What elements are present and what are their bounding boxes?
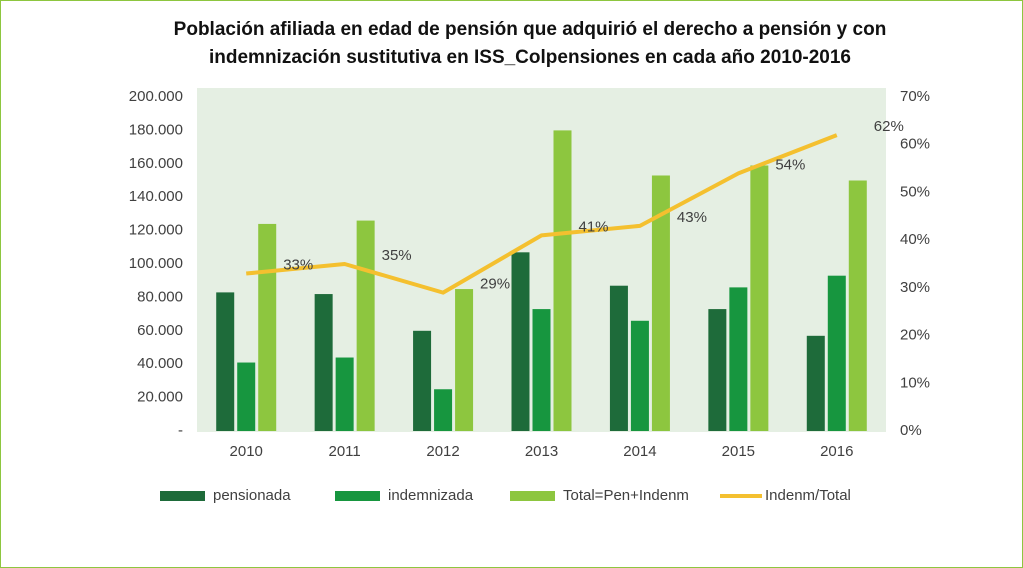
legend-swatch	[510, 491, 555, 501]
y2-tick-label: 20%	[900, 327, 930, 344]
bar	[413, 330, 432, 431]
bar	[848, 180, 867, 431]
y2-tick-label: 60%	[900, 136, 930, 153]
legend-label: indemnizada	[388, 487, 474, 504]
y-tick-label: 120.000	[129, 222, 183, 239]
bar	[216, 292, 235, 431]
bar	[553, 130, 572, 431]
y-tick-label: 140.000	[129, 188, 183, 205]
x-tick-label: 2015	[722, 443, 755, 460]
x-tick-label: 2012	[426, 443, 459, 460]
y2-tick-label: 0%	[900, 422, 922, 439]
x-tick-label: 2016	[820, 443, 853, 460]
y2-tick-label: 40%	[900, 231, 930, 248]
bar	[434, 389, 453, 431]
y2-tick-label: 70%	[900, 88, 930, 105]
bar	[609, 285, 628, 431]
y-tick-label: 60.000	[137, 322, 183, 339]
bar	[455, 289, 474, 431]
y-tick-label: 160.000	[129, 155, 183, 172]
y-tick-label: -	[178, 422, 183, 439]
line	[246, 133, 838, 295]
legend-label: Total=Pen+Indenm	[563, 487, 689, 504]
legend-swatch	[160, 491, 205, 501]
bar	[708, 309, 727, 431]
data-label: 54%	[775, 156, 805, 173]
data-label: 29%	[480, 276, 510, 293]
y-tick-label: 180.000	[129, 121, 183, 138]
legend-label: Indenm/Total	[765, 487, 851, 504]
y-tick-label: 40.000	[137, 355, 183, 372]
y2-tick-label: 30%	[900, 279, 930, 296]
legend-label: pensionada	[213, 487, 291, 504]
data-label: 62%	[874, 118, 904, 135]
bar	[651, 175, 670, 431]
x-tick-label: 2013	[525, 443, 558, 460]
y2-tick-label: 50%	[900, 183, 930, 200]
x-tick-label: 2014	[623, 443, 656, 460]
data-label: 35%	[382, 247, 412, 264]
bar	[237, 362, 256, 431]
bar	[630, 320, 649, 431]
y-tick-label: 100.000	[129, 255, 183, 272]
bar	[356, 220, 375, 431]
bar	[314, 294, 333, 431]
data-label: 43%	[677, 209, 707, 226]
y-tick-label: 80.000	[137, 288, 183, 305]
x-tick-label: 2010	[230, 443, 263, 460]
bar	[827, 275, 846, 431]
bar	[258, 223, 277, 431]
chart-title: Población afiliada en edad de pensión qu…	[174, 19, 887, 40]
y2-tick-label: 10%	[900, 374, 930, 391]
chart-title: indemnización sustitutiva en ISS_Colpens…	[209, 47, 851, 68]
data-label: 33%	[283, 257, 313, 274]
bar	[532, 309, 551, 431]
bar	[806, 335, 825, 431]
x-tick-label: 2011	[329, 443, 361, 460]
legend-swatch	[335, 491, 380, 501]
bar	[729, 287, 748, 431]
y-tick-label: 20.000	[137, 389, 183, 406]
y-tick-label: 200.000	[129, 88, 183, 105]
bar	[750, 165, 769, 431]
bar	[511, 252, 530, 431]
data-label: 41%	[578, 218, 608, 235]
bar	[335, 357, 354, 431]
